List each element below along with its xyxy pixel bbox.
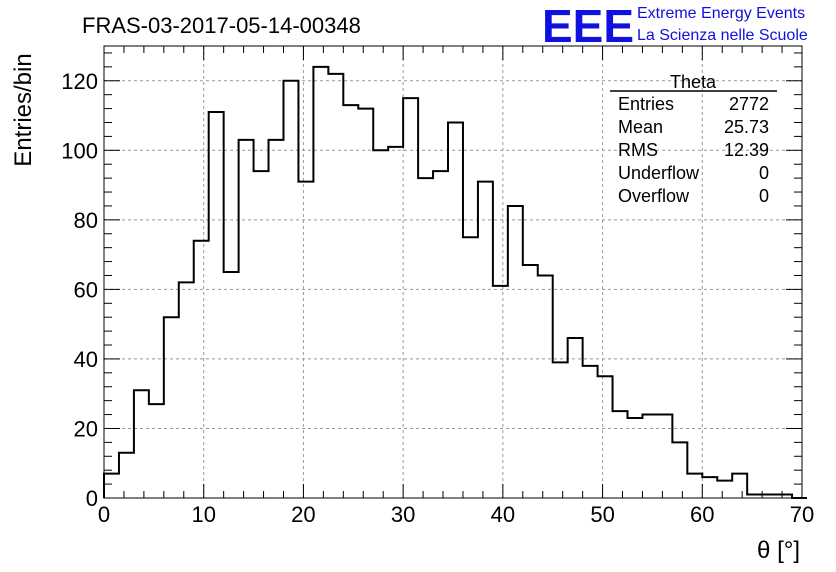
x-tick-label: 0 xyxy=(98,502,110,527)
x-tick-label: 40 xyxy=(491,502,515,527)
stats-value: 25.73 xyxy=(724,117,769,137)
x-tick-label: 10 xyxy=(191,502,215,527)
logo-mark: EEE xyxy=(542,0,634,52)
plot-frame xyxy=(103,45,803,499)
y-tick-label: 60 xyxy=(74,277,98,302)
y-tick-label: 120 xyxy=(61,69,98,94)
tick-labels: 0 10 20 30 40 50 60 70 0 20 40 60 80 100 120 xyxy=(61,69,814,527)
y-tick-label: 80 xyxy=(74,208,98,233)
y-tick-label: 100 xyxy=(61,138,98,163)
eee-logo: EEE Extreme Energy Events La Scienza nel… xyxy=(542,0,808,52)
y-tick-label: 20 xyxy=(74,416,98,441)
stats-box-name: Theta xyxy=(670,72,717,92)
x-axis-label: θ [°] xyxy=(757,537,800,564)
x-tick-label: 50 xyxy=(590,502,614,527)
histogram-title: FRAS-03-2017-05-14-00348 xyxy=(82,13,361,38)
stats-value: 0 xyxy=(759,186,769,206)
stats-label: Entries xyxy=(618,94,674,114)
stats-label: RMS xyxy=(618,140,658,160)
stats-rows: Entries 2772 Mean 25.73 RMS 12.39 Underflow 0 Ov… xyxy=(618,94,769,206)
logo-line-2: La Scienza nelle Scuole xyxy=(637,27,808,44)
x-tick-label: 60 xyxy=(690,502,714,527)
stats-box: Theta Entries 2772 Mean 25.73 RMS 12.39 Underf… xyxy=(610,72,777,206)
stats-value: 2772 xyxy=(729,94,769,114)
x-tick-label: 30 xyxy=(391,502,415,527)
y-axis-label: Entries/bin xyxy=(10,53,37,166)
x-tick-label: 20 xyxy=(291,502,315,527)
stats-label: Underflow xyxy=(618,163,700,183)
stats-value: 0 xyxy=(759,163,769,183)
y-tick-label: 0 xyxy=(86,486,98,511)
stats-label: Overflow xyxy=(618,186,690,206)
axis-ticks xyxy=(103,46,803,499)
y-tick-label: 40 xyxy=(74,347,98,372)
stats-label: Mean xyxy=(618,117,663,137)
stats-value: 12.39 xyxy=(724,140,769,160)
grid-lines xyxy=(104,46,802,498)
histogram-outline xyxy=(103,65,807,499)
x-tick-label: 70 xyxy=(790,502,814,527)
logo-line-1: Extreme Energy Events xyxy=(637,5,805,22)
